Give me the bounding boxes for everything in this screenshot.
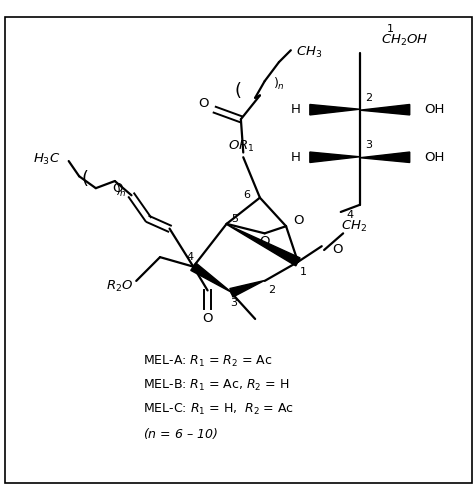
Text: H: H (290, 151, 300, 164)
Polygon shape (229, 280, 264, 297)
Text: ($n$ = 6 – 10): ($n$ = 6 – 10) (143, 426, 218, 440)
Text: MEL-C: $R_1$ = H,  $R_2$ = Ac: MEL-C: $R_1$ = H, $R_2$ = Ac (143, 402, 294, 417)
Polygon shape (226, 224, 299, 266)
Text: O: O (259, 236, 269, 248)
Text: O: O (293, 214, 303, 227)
Text: 3: 3 (230, 298, 237, 308)
Text: O: O (112, 182, 122, 194)
Polygon shape (309, 104, 359, 115)
Polygon shape (190, 263, 231, 292)
Text: (: ( (235, 82, 241, 100)
Text: )$_n$: )$_n$ (273, 76, 285, 92)
Text: $OR_1$: $OR_1$ (227, 139, 254, 154)
Text: $CH_2OH$: $CH_2OH$ (380, 33, 428, 48)
Text: 2: 2 (268, 286, 275, 296)
Text: 3: 3 (364, 140, 371, 150)
Text: 5: 5 (231, 214, 238, 224)
Text: 1: 1 (299, 268, 307, 278)
Text: MEL-B: $R_1$ = Ac, $R_2$ = H: MEL-B: $R_1$ = Ac, $R_2$ = H (143, 378, 289, 393)
Text: )$_n$: )$_n$ (115, 182, 127, 198)
Text: $CH_3$: $CH_3$ (295, 45, 321, 60)
Text: H: H (290, 103, 300, 116)
Text: O: O (332, 242, 342, 256)
Polygon shape (359, 152, 409, 162)
Text: OH: OH (423, 103, 444, 116)
Text: 4: 4 (346, 210, 353, 220)
Text: $R_2O$: $R_2O$ (106, 279, 133, 294)
Polygon shape (309, 152, 359, 162)
Text: 1: 1 (387, 24, 393, 34)
Text: OH: OH (423, 151, 444, 164)
Text: $H_3C$: $H_3C$ (33, 152, 60, 167)
Text: 4: 4 (186, 252, 193, 262)
Polygon shape (359, 104, 409, 115)
Text: 2: 2 (364, 93, 371, 103)
Text: O: O (202, 312, 212, 326)
Text: O: O (198, 98, 208, 110)
Text: 6: 6 (243, 190, 249, 200)
Text: MEL-A: $R_1$ = $R_2$ = Ac: MEL-A: $R_1$ = $R_2$ = Ac (143, 354, 272, 370)
Text: (: ( (82, 170, 89, 188)
Text: $CH_2$: $CH_2$ (340, 218, 366, 234)
